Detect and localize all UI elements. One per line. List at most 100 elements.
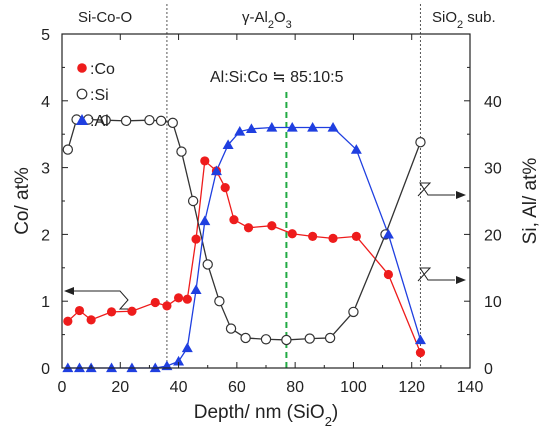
co-data-point (63, 316, 73, 326)
co-data-point (328, 233, 338, 244)
si-data-point (202, 259, 213, 270)
y-right-tick-label: 40 (484, 94, 502, 111)
y-left-tick-label: 4 (41, 94, 50, 111)
co-data-point (74, 305, 85, 316)
si-data-point (167, 117, 178, 129)
co-data-point (191, 234, 201, 244)
axes (61, 33, 471, 369)
y-left-tick-label: 0 (41, 361, 50, 378)
al-axis-arrow-head (456, 276, 466, 284)
si-data-point (225, 323, 237, 334)
al-data-point (266, 122, 278, 132)
si-data-point (324, 332, 336, 344)
region-label-main: SiO (432, 9, 457, 26)
x-axis-title-subscript: 2 (325, 414, 332, 429)
si-data-point (176, 146, 187, 157)
al-data-point (222, 139, 234, 150)
al-data-point (245, 123, 257, 133)
al-data-point (382, 228, 394, 239)
si-axis-arrow-head (456, 191, 466, 199)
series-lines (67, 118, 422, 369)
co-data-point (383, 269, 393, 280)
si-data-point (62, 144, 74, 155)
x-axis-title: Depth/ nm (SiO2) (194, 402, 339, 429)
legend-label: :Al (90, 113, 109, 130)
al-data-point (181, 342, 193, 353)
region-label-mid: O (274, 9, 286, 26)
region-label-gamma-alumina: γ-Al2O3 (242, 9, 292, 31)
co-data-point (86, 315, 96, 325)
x-tick-label: 100 (340, 379, 367, 396)
x-tick-label: 80 (286, 379, 304, 396)
co-data-point (243, 223, 254, 233)
y-left-tick-label: 5 (41, 27, 50, 44)
al-data-point (62, 362, 74, 373)
co-data-point (229, 215, 239, 225)
al-data-point (414, 334, 426, 345)
co-data-point (287, 229, 297, 239)
chart-text: 0 20 40 60 80 100 120 140012345010203040Depth/ … (12, 9, 541, 429)
x-axis-title-tail: ) (332, 402, 338, 423)
y-left-axis-title: Co/ at% (12, 167, 33, 235)
composition-annotation: Al:Si:Co ≒ 85:10:5 (210, 69, 344, 86)
co-data-point (351, 231, 361, 242)
legend-marker-al (76, 114, 88, 125)
si-axis-arrow-line (417, 182, 455, 197)
si-data-point (155, 115, 167, 127)
region-label-tail: sub. (463, 9, 496, 26)
si-data-point (240, 332, 251, 344)
legend-marker-si (76, 88, 88, 100)
series-line-2 (67, 118, 422, 341)
si-data-point (348, 306, 359, 318)
region-label-sio2-sub: SiO2 sub. (432, 9, 496, 31)
co-axis-arrow-head (64, 287, 74, 295)
y-right-tick-label: 0 (484, 361, 493, 378)
y-right-axis-title: Si, Al/ at% (520, 158, 541, 245)
si-data-point (415, 137, 426, 148)
y-right-tick-label: 30 (484, 161, 502, 178)
co-data-point (127, 306, 137, 316)
legend-label: :Co (90, 61, 115, 78)
x-tick-label: 20 (111, 379, 129, 396)
x-tick-label: 120 (398, 379, 425, 396)
x-tick-label: 140 (457, 379, 484, 396)
si-data-point (187, 195, 199, 207)
region-label-subscript: 2 (457, 19, 463, 31)
x-tick-label: 0 (58, 379, 67, 396)
al-data-point (73, 362, 85, 373)
co-data-point (182, 294, 192, 304)
al-data-point (149, 362, 161, 373)
co-data-point (200, 156, 210, 166)
si-data-point (304, 333, 315, 344)
al-data-point (106, 362, 118, 373)
legend-label: :Si (90, 87, 109, 104)
co-data-point (308, 231, 318, 242)
plot-area (166, 4, 421, 368)
region-label-main: γ-Al (242, 9, 268, 26)
al-data-point (307, 122, 319, 132)
y-right-tick-label: 10 (484, 294, 502, 311)
co-data-point (106, 307, 117, 317)
region-label-subscript-2: 3 (286, 19, 292, 31)
si-data-point (100, 114, 111, 126)
y-left-tick-label: 2 (41, 227, 50, 244)
al-data-point (173, 355, 185, 366)
co-data-point (162, 301, 172, 311)
al-data-point (190, 284, 202, 294)
co-data-point (220, 183, 230, 193)
x-axis-title-main: Depth/ nm (SiO (194, 402, 325, 423)
si-data-point (281, 334, 292, 346)
co-data-point (150, 297, 160, 308)
si-data-point (214, 296, 225, 307)
al-axis-arrow-line (417, 267, 455, 282)
series-markers (62, 114, 426, 373)
region-label-si-co-o: Si-Co-O (78, 9, 132, 26)
al-data-point (327, 122, 339, 132)
al-data-point (161, 360, 173, 371)
al-data-point (234, 126, 246, 136)
region-label-main: Si-Co-O (78, 9, 132, 26)
co-data-point (415, 348, 426, 358)
al-data-point (210, 165, 222, 176)
al-data-point (199, 215, 211, 226)
